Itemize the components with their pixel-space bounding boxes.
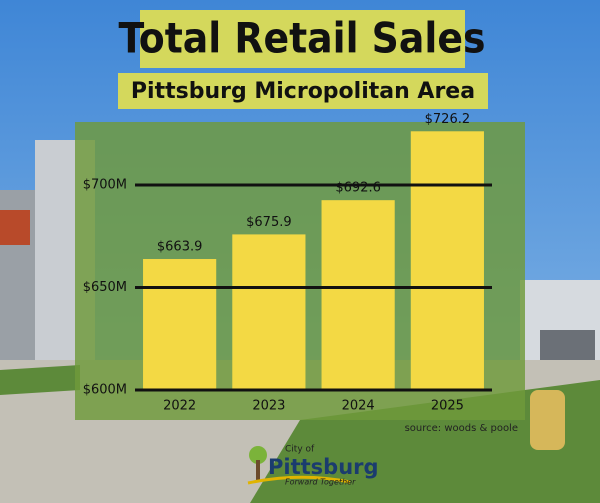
logo-line1: City of <box>285 445 315 455</box>
source-note: source: woods & poole <box>405 423 518 434</box>
bar <box>410 131 484 391</box>
logo: City of Pittsburg Forward Together <box>247 445 379 487</box>
value-label: $726.2 <box>425 112 471 127</box>
x-tick-label: 2022 <box>163 399 196 414</box>
bar <box>232 234 306 390</box>
x-tick-label: 2025 <box>431 399 464 414</box>
y-tick-label: $650M <box>83 280 127 295</box>
bar <box>143 259 217 390</box>
y-tick-label: $700M <box>83 178 127 193</box>
y-tick-label: $600M <box>83 383 127 398</box>
title-box <box>140 10 465 68</box>
chart-title: Total Retail Sales <box>119 14 486 63</box>
x-tick-label: 2023 <box>252 399 285 414</box>
x-tick-label: 2024 <box>342 399 375 414</box>
bar <box>321 200 395 390</box>
value-label: $675.9 <box>246 215 292 230</box>
logo-name: Pittsburg <box>268 455 379 479</box>
value-label: $663.9 <box>157 240 203 255</box>
subtitle-box <box>118 73 488 109</box>
chart-subtitle: Pittsburg Micropolitan Area <box>131 79 475 104</box>
value-label: $692.6 <box>335 181 381 196</box>
logo-tagline: Forward Together <box>285 478 356 487</box>
